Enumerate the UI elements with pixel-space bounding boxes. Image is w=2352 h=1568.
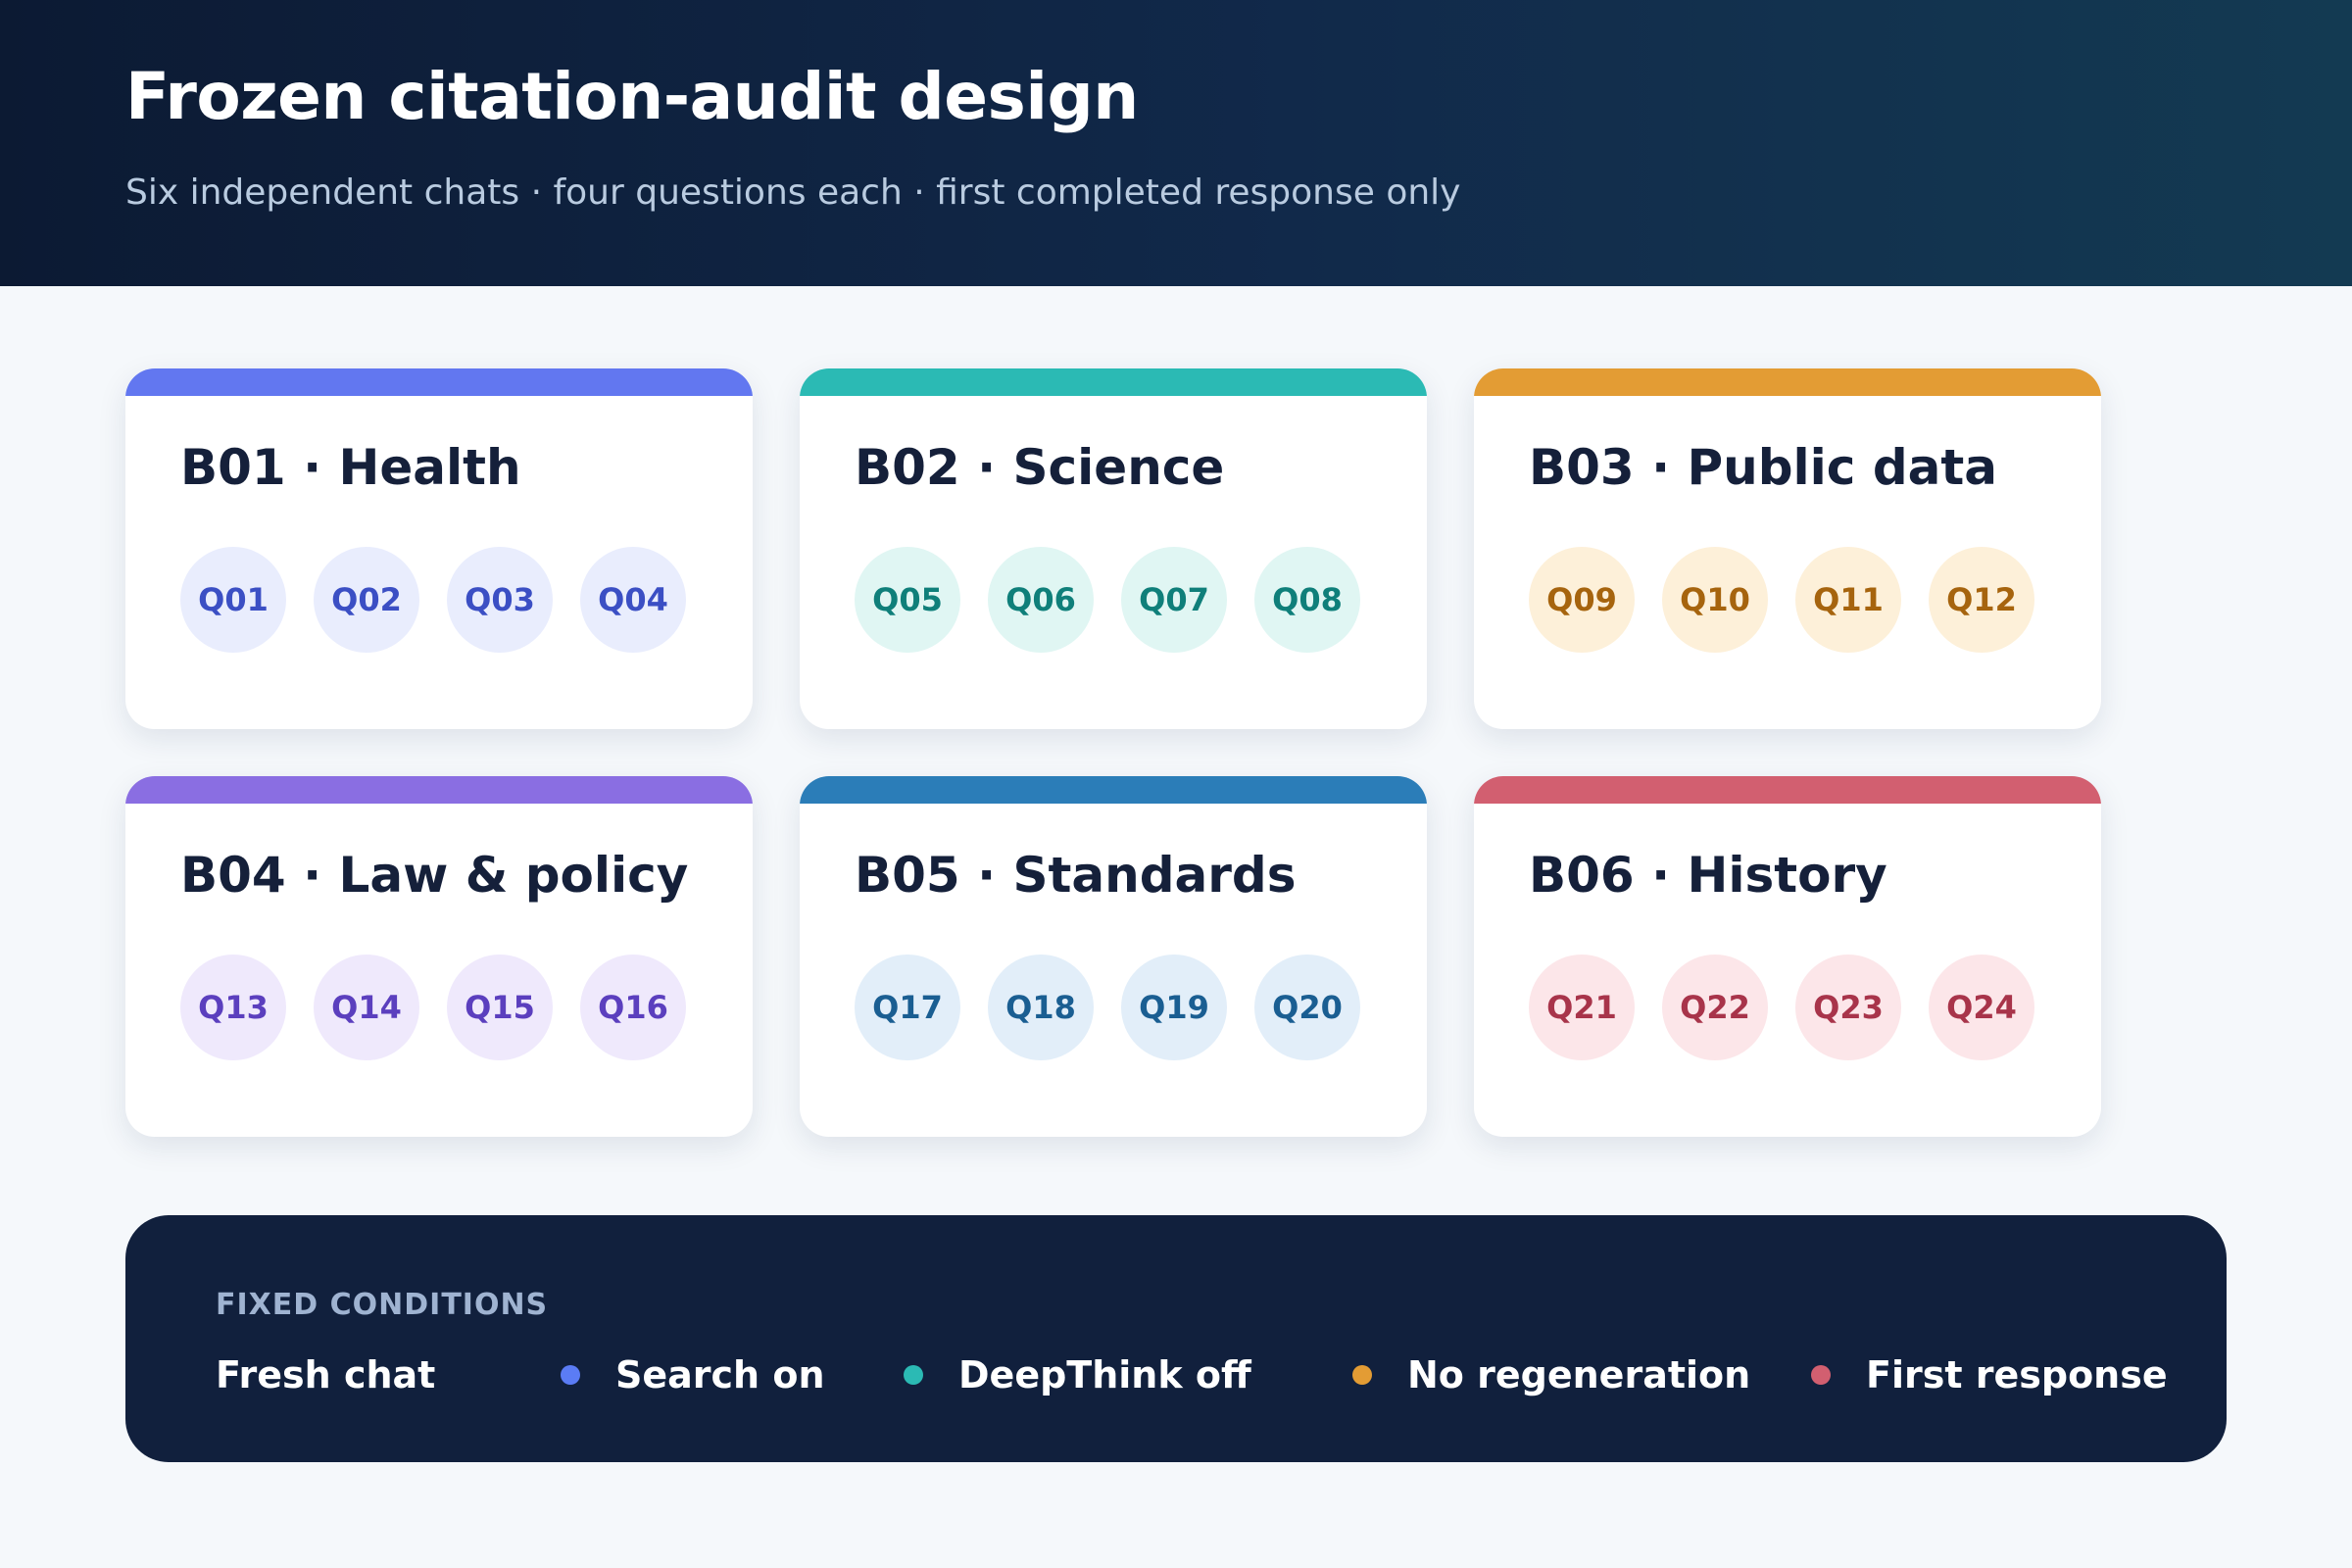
- page-title: Frozen citation-audit design: [125, 59, 1139, 134]
- question-chips: Q17 Q18 Q19 Q20: [855, 955, 1360, 1060]
- condition-label: Fresh chat: [216, 1353, 436, 1396]
- page-subtitle: Six independent chats · four questions e…: [125, 172, 1461, 213]
- card-title: B05 · Standards: [855, 847, 1297, 904]
- card-accent-bar: [125, 368, 753, 396]
- red-dot-icon: [1811, 1365, 1831, 1385]
- batch-card: B03 · Public data Q09 Q10 Q11 Q12: [1474, 368, 2101, 729]
- question-chips: Q13 Q14 Q15 Q16: [180, 955, 686, 1060]
- condition-first-response: First response: [1811, 1350, 2168, 1399]
- card-accent-bar: [800, 776, 1427, 804]
- question-chip: Q23: [1795, 955, 1901, 1060]
- batch-card: B02 · Science Q05 Q06 Q07 Q08: [800, 368, 1427, 729]
- question-chip: Q07: [1121, 547, 1227, 653]
- question-chip: Q12: [1929, 547, 2034, 653]
- blue-dot-icon: [561, 1365, 580, 1385]
- condition-label: First response: [1866, 1353, 2168, 1396]
- batch-card: B04 · Law & policy Q13 Q14 Q15 Q16: [125, 776, 753, 1137]
- condition-search-on: Search on: [561, 1350, 825, 1399]
- card-title: B02 · Science: [855, 439, 1225, 496]
- condition-label: DeepThink off: [958, 1353, 1251, 1396]
- batch-card: B06 · History Q21 Q22 Q23 Q24: [1474, 776, 2101, 1137]
- card-accent-bar: [800, 368, 1427, 396]
- question-chip: Q16: [580, 955, 686, 1060]
- fixed-conditions-panel: FIXED CONDITIONS Fresh chat Search on De…: [125, 1215, 2227, 1462]
- question-chips: Q09 Q10 Q11 Q12: [1529, 547, 2034, 653]
- card-accent-bar: [1474, 776, 2101, 804]
- condition-label: No regeneration: [1407, 1353, 1751, 1396]
- question-chip: Q19: [1121, 955, 1227, 1060]
- condition-no-regeneration: No regeneration: [1352, 1350, 1750, 1399]
- question-chip: Q14: [314, 955, 419, 1060]
- orange-dot-icon: [1352, 1365, 1372, 1385]
- question-chip: Q09: [1529, 547, 1635, 653]
- condition-fresh-chat: Fresh chat: [216, 1350, 435, 1399]
- question-chip: Q18: [988, 955, 1094, 1060]
- question-chips: Q05 Q06 Q07 Q08: [855, 547, 1360, 653]
- question-chip: Q01: [180, 547, 286, 653]
- question-chip: Q17: [855, 955, 960, 1060]
- question-chip: Q10: [1662, 547, 1768, 653]
- question-chips: Q21 Q22 Q23 Q24: [1529, 955, 2034, 1060]
- card-accent-bar: [125, 776, 753, 804]
- card-title: B04 · Law & policy: [180, 847, 689, 904]
- question-chip: Q06: [988, 547, 1094, 653]
- question-chip: Q24: [1929, 955, 2034, 1060]
- question-chip: Q03: [447, 547, 553, 653]
- question-chip: Q22: [1662, 955, 1768, 1060]
- card-title: B06 · History: [1529, 847, 1887, 904]
- condition-deepthink-off: DeepThink off: [904, 1350, 1251, 1399]
- conditions-heading: FIXED CONDITIONS: [216, 1288, 549, 1322]
- card-title: B03 · Public data: [1529, 439, 1998, 496]
- question-chip: Q02: [314, 547, 419, 653]
- batch-card: B05 · Standards Q17 Q18 Q19 Q20: [800, 776, 1427, 1137]
- question-chip: Q08: [1254, 547, 1360, 653]
- condition-label: Search on: [615, 1353, 825, 1396]
- header-banner: Frozen citation-audit design Six indepen…: [0, 0, 2352, 286]
- question-chip: Q21: [1529, 955, 1635, 1060]
- card-title: B01 · Health: [180, 439, 521, 496]
- question-chip: Q04: [580, 547, 686, 653]
- question-chip: Q15: [447, 955, 553, 1060]
- question-chip: Q20: [1254, 955, 1360, 1060]
- question-chips: Q01 Q02 Q03 Q04: [180, 547, 686, 653]
- card-accent-bar: [1474, 368, 2101, 396]
- question-chip: Q11: [1795, 547, 1901, 653]
- batch-card: B01 · Health Q01 Q02 Q03 Q04: [125, 368, 753, 729]
- question-chip: Q05: [855, 547, 960, 653]
- question-chip: Q13: [180, 955, 286, 1060]
- teal-dot-icon: [904, 1365, 923, 1385]
